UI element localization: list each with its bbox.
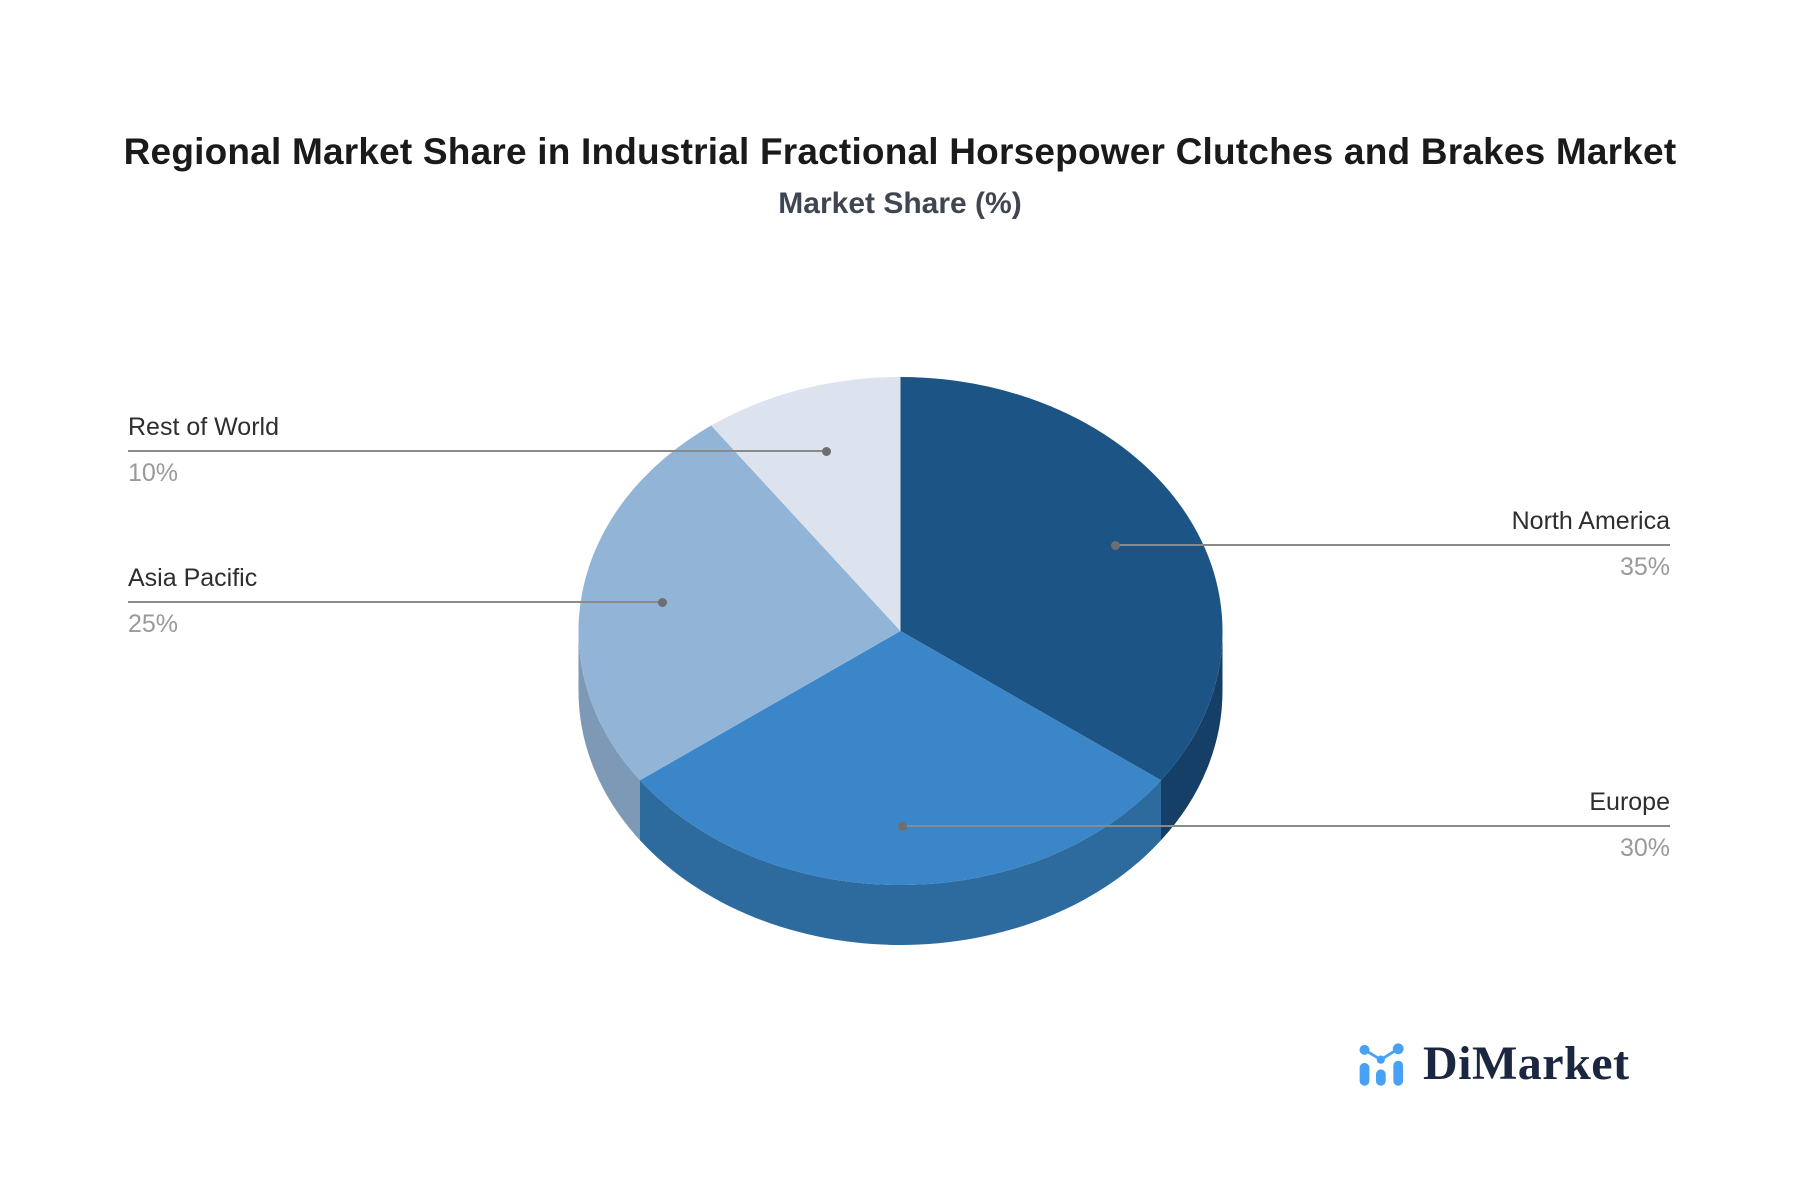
callout-north-america: North America 35% — [1111, 507, 1670, 581]
leader-line — [898, 821, 1670, 831]
chart-title: Regional Market Share in Industrial Frac… — [123, 131, 1677, 172]
slice-label: Asia Pacific — [128, 564, 258, 592]
slice-label: Rest of World — [128, 413, 279, 441]
leader-dot — [658, 597, 667, 607]
pie-slice-side — [578, 631, 640, 841]
slice-value: 10% — [128, 459, 179, 487]
slice-value: 35% — [1619, 553, 1670, 581]
leader-line — [128, 446, 831, 456]
leader-line — [1111, 540, 1670, 550]
slice-value: 30% — [1619, 834, 1670, 862]
slice-label: North America — [1511, 507, 1670, 535]
dimarket-logo: DiMarket — [1358, 1040, 1630, 1088]
slice-value: 25% — [128, 610, 179, 638]
callout-europe: Europe 30% — [898, 788, 1670, 862]
leader-dot — [1111, 540, 1120, 550]
leader-dot — [898, 821, 907, 831]
slice-label: Europe — [1589, 788, 1670, 816]
pie-slice-north-america[interactable] — [900, 377, 1223, 781]
callout-rest-of-world: Rest of World 10% — [128, 413, 831, 487]
pie-slice-europe[interactable] — [640, 631, 1161, 885]
leader-line — [128, 597, 667, 607]
logo-wordmark: DiMarket — [1423, 1037, 1630, 1090]
pie-slice-asia-pacific[interactable] — [578, 425, 901, 781]
leader-dot — [822, 446, 831, 456]
pie-slice-side — [640, 780, 1161, 945]
callout-asia-pacific: Asia Pacific 25% — [128, 564, 667, 638]
pie-slice-side — [1161, 631, 1223, 841]
bar-line-chart-icon — [1359, 1043, 1404, 1086]
pie-slice-rest-of-world[interactable] — [711, 377, 901, 631]
chart-subtitle: Market Share (%) — [778, 187, 1022, 220]
